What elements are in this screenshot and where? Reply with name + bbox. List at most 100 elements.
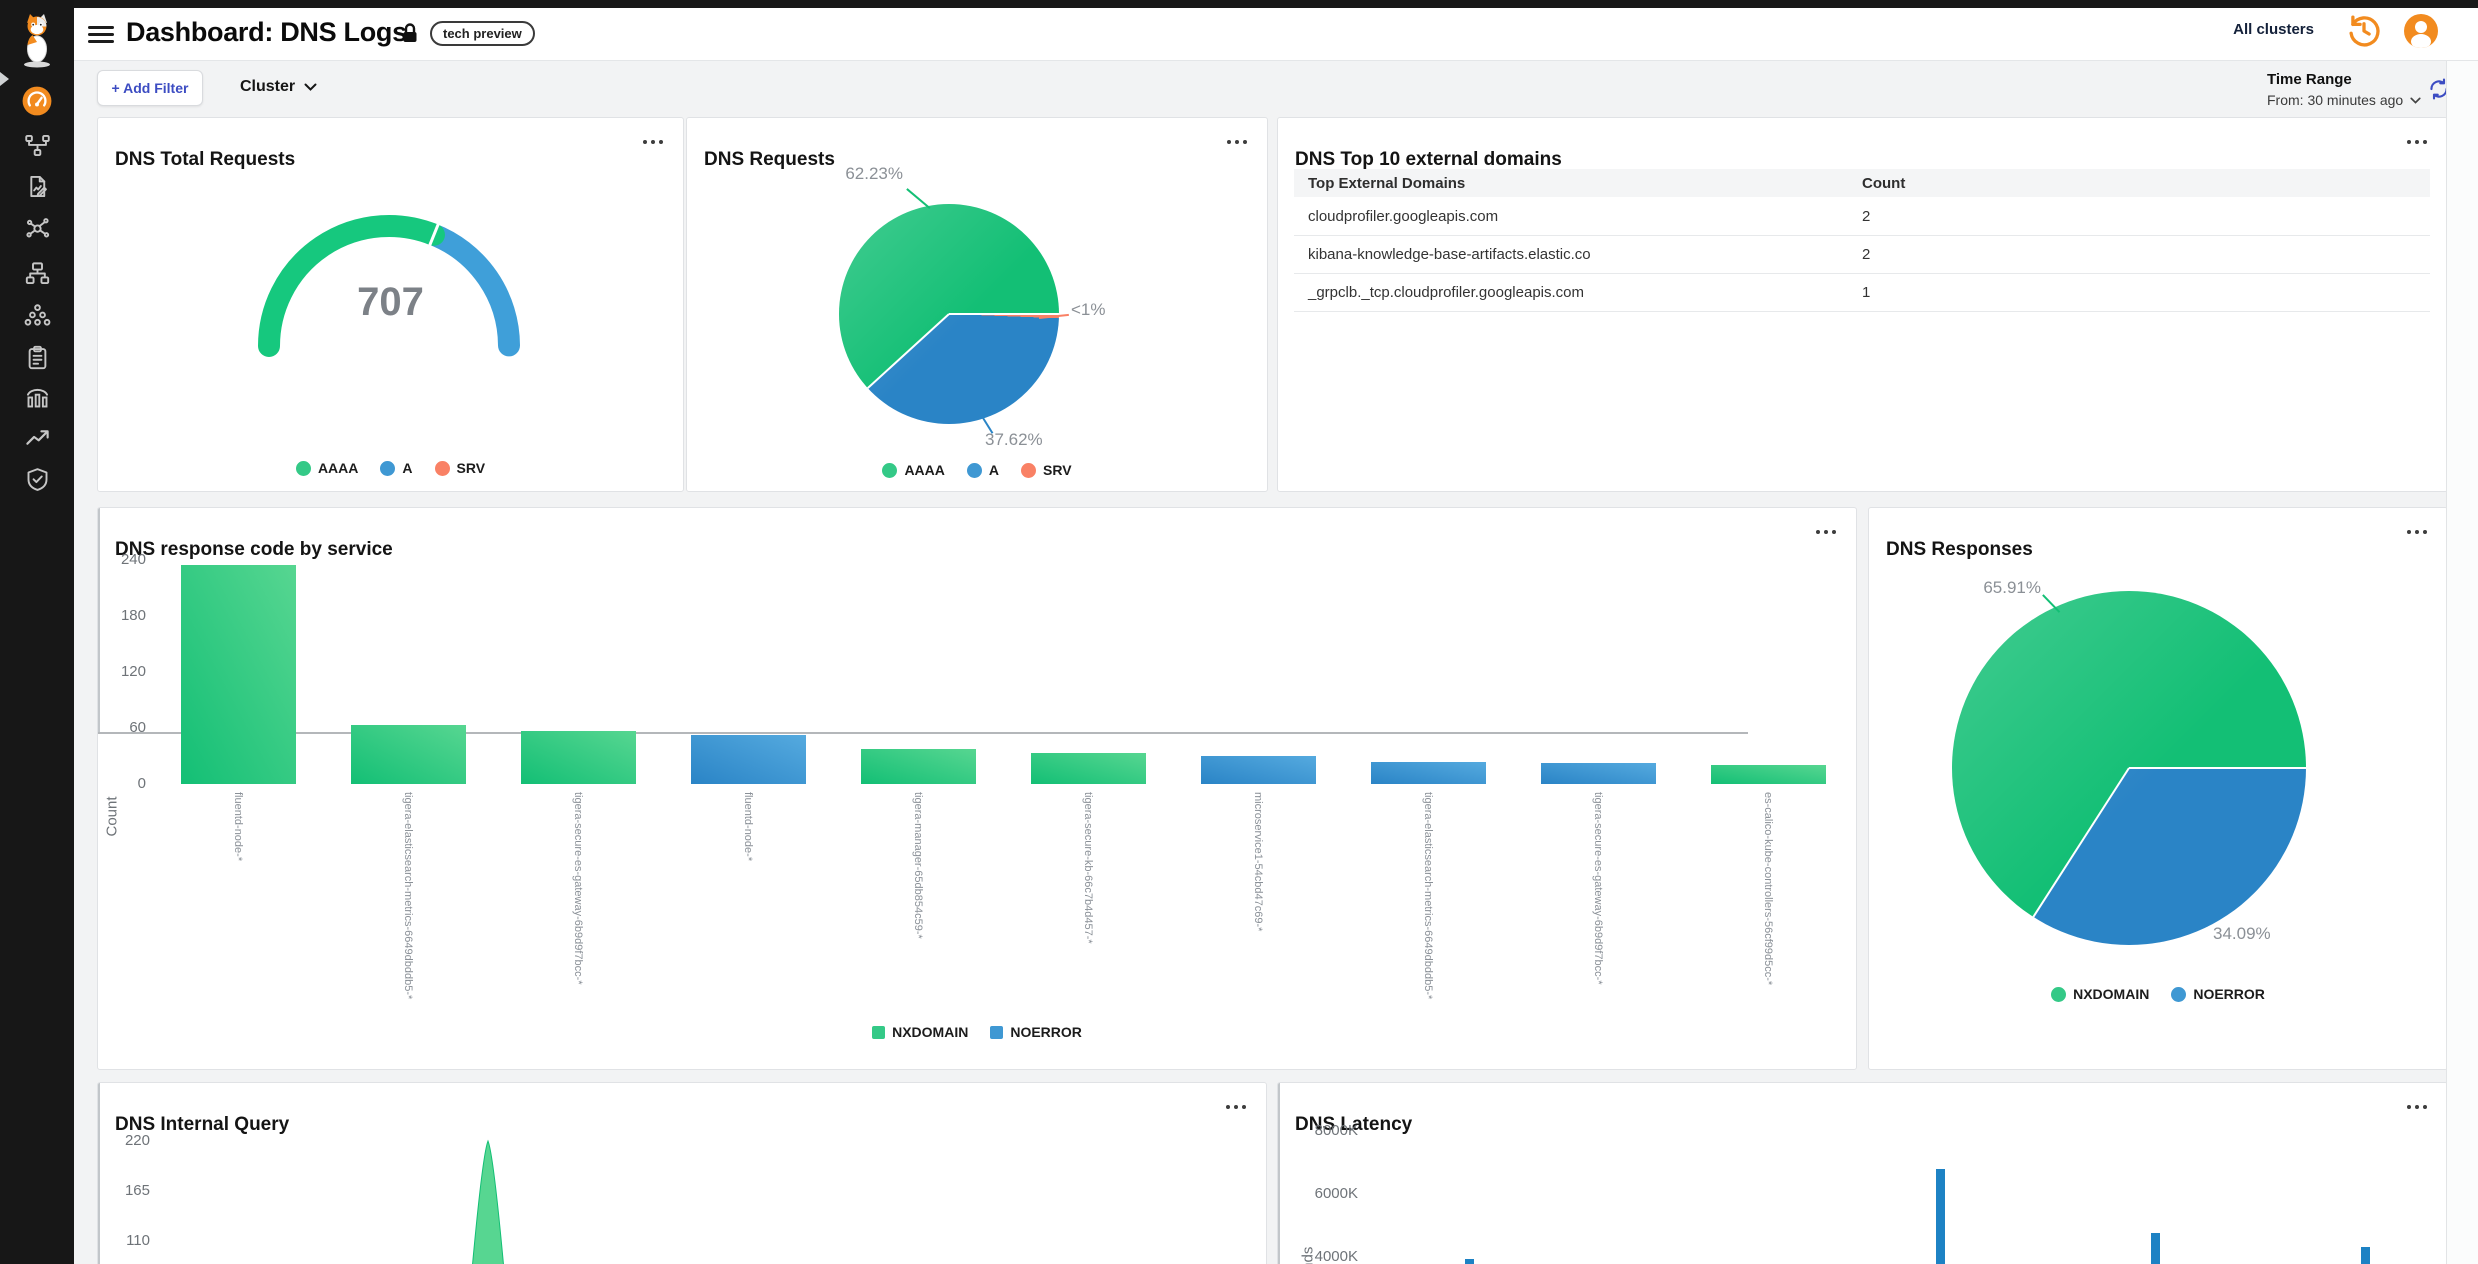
bar[interactable] [1465,1258,1475,1264]
time-range-value: From: 30 minutes ago [2267,92,2404,108]
y-axis-line [1278,1083,1280,1264]
bar[interactable] [2360,1246,2370,1264]
add-filter-button[interactable]: + Add Filter [97,70,203,106]
bar[interactable] [1201,756,1316,784]
legend-label: NXDOMAIN [892,1024,969,1040]
legend-label: AAAA [317,460,359,476]
legend-swatch [295,460,311,476]
pie-slice-divider [2032,767,2130,918]
bar[interactable] [2150,1233,2160,1264]
pie-slice-divider [867,313,950,389]
app-header: Dashboard: DNS Logs tech preview All clu… [74,8,2478,61]
y-tick-label: 60 [129,719,146,736]
y-tick-label: 180 [120,607,146,624]
gauge-arc [258,215,520,357]
panel-menu-icon[interactable] [1223,136,1251,148]
bar[interactable] [861,748,976,784]
sidebar-item-cluster-nodes[interactable] [0,294,74,336]
sidebar-item-report-clipboard[interactable] [0,336,74,378]
legend-item[interactable]: NXDOMAIN [2051,986,2149,1002]
legend-swatch [380,460,396,476]
area-spike[interactable] [398,1123,638,1264]
legend-swatch [1021,462,1037,478]
history-icon[interactable] [2346,13,2382,49]
y-axis-line [98,1083,100,1264]
panel-menu-icon[interactable] [2403,526,2431,538]
bar[interactable] [181,564,296,784]
bar-chart: 0 60 120 180 240 fluentd-node-* tigera-elastic… [98,508,1856,1069]
table-cell-count: 2 [1862,208,1871,225]
legend-label: NXDOMAIN [2073,986,2150,1002]
table-cell-domain: kibana-knowledge-base-artifacts.elastic.… [1308,246,1591,263]
sidebar-item-policy-edit[interactable] [0,165,74,207]
y-tick-label: 0 [137,775,146,792]
legend-item[interactable]: AAAA [295,460,359,476]
legend-item[interactable]: A [966,462,999,478]
legend-item[interactable]: SRV [434,460,485,476]
x-category-label: microservice1-54cbd47c69-* [1252,792,1264,932]
legend-item[interactable]: AAAA [882,462,945,478]
legend-item[interactable]: NOERROR [2171,986,2265,1002]
pie-chart[interactable] [839,204,1059,424]
legend-item[interactable]: A [380,460,413,476]
time-range-selector[interactable]: From: 30 minutes ago [2267,92,2421,108]
bar[interactable] [691,734,806,784]
legend-label: NOERROR [1010,1024,1082,1040]
x-category-label: tigera-secure-es-gateway-6b9d9f7bcc-* [572,792,584,985]
all-clusters-selector[interactable]: All clusters [2233,21,2314,38]
lock-icon [400,22,420,51]
bar[interactable] [351,725,466,784]
y-tick-label: 6000K [1314,1185,1358,1202]
panel-dns-top-domains: DNS Top 10 external domains Top External… [1277,117,2448,492]
panel-title: DNS Internal Query [115,1114,290,1135]
calico-logo[interactable] [14,12,60,70]
sidebar-item-service-graph[interactable] [0,206,74,248]
legend-item[interactable]: NOERROR [990,1024,1082,1040]
table-row-divider [1294,311,2430,312]
legend-swatch [872,1025,886,1039]
table-cell-count: 2 [1862,246,1871,263]
user-avatar-icon[interactable] [2404,14,2438,48]
bar-chart: 8000K 6000K 4000K [1278,1083,2447,1264]
x-category-label: tigera-manager-65db854c59-* [912,792,924,939]
legend-label: A [402,460,413,476]
gauge-chart[interactable] [98,118,683,491]
scrollbar-gutter [2447,60,2478,1264]
panel-title: DNS response code by service [115,539,393,560]
sidebar-item-network-tree[interactable] [0,252,74,294]
x-category-label: tigera-secure-es-gateway-6b9d9f7bcc-* [1592,792,1604,985]
pie-chart[interactable] [1952,591,2306,945]
y-tick-label: 120 [120,663,146,680]
legend-item[interactable]: NXDOMAIN [872,1024,968,1040]
sidebar-item-shield-check[interactable] [0,458,74,500]
cluster-dropdown[interactable]: Cluster [240,78,317,96]
menu-hamburger-icon[interactable] [88,26,114,43]
bar[interactable] [1031,753,1146,784]
bar[interactable] [521,730,636,784]
bar[interactable] [1541,762,1656,784]
chevron-down-icon [2410,97,2421,104]
panel-menu-icon[interactable] [2403,1101,2431,1113]
y-axis-line [98,508,100,732]
bar[interactable] [1935,1168,1945,1264]
sidebar-item-dashboard-gauge[interactable] [0,80,74,122]
table-cell-count: 1 [1862,284,1871,301]
pie-slice-divider [2129,767,2306,769]
panel-menu-icon[interactable] [2403,136,2431,148]
sidebar-item-flow-graph[interactable] [0,124,74,166]
y-tick-label: 4000K [1314,1248,1358,1264]
panel-menu-icon[interactable] [639,136,667,148]
page-title: Dashboard: DNS Logs [126,17,407,47]
legend-item[interactable]: SRV [1021,462,1072,478]
panel-menu-icon[interactable] [1222,1101,1250,1113]
bar[interactable] [1711,765,1826,784]
x-category-label: fluentd-node-* [232,792,244,862]
sidebar-fold-marker [0,72,9,86]
sidebar-item-stats-chart[interactable] [0,376,74,418]
y-tick-label: 220 [124,1132,150,1149]
bar[interactable] [1371,761,1486,784]
sidebar-item-trend-arrow[interactable] [0,416,74,458]
table-cell-domain: cloudprofiler.googleapis.com [1308,208,1499,225]
panel-menu-icon[interactable] [1812,526,1840,538]
